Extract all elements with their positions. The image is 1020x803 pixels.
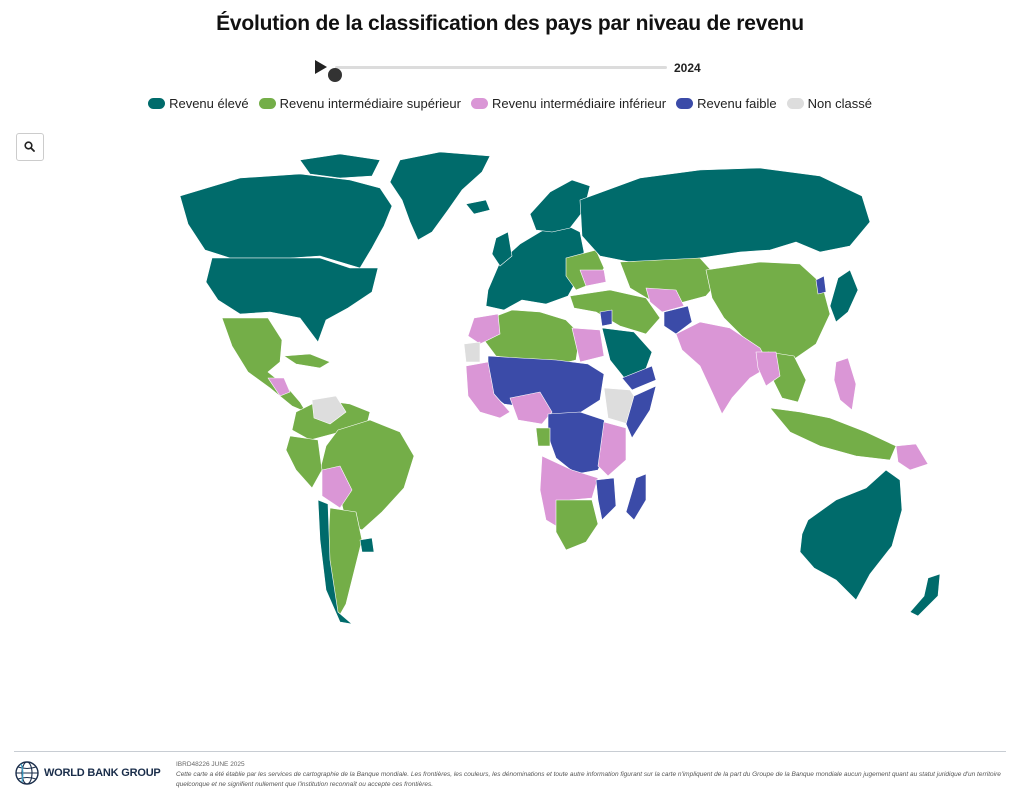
map-region-north-africa[interactable] [483,309,581,367]
map-region-philippines[interactable] [833,357,857,411]
map-region-usa[interactable] [205,257,379,343]
legend-item-high[interactable]: Revenu élevé [148,96,249,111]
map-region-peru[interactable] [285,435,323,489]
map-region-turkey-iran[interactable] [569,289,661,335]
map-region-mexico-central-america[interactable] [221,317,307,413]
footer-divider [14,751,1006,752]
legend-swatch [470,98,488,109]
map-region-caribbean[interactable] [283,353,331,369]
map-region-myanmar-laos[interactable] [755,351,781,387]
map-region-south-asia[interactable] [675,321,771,415]
globe-icon [15,761,39,785]
map-region-venezuela[interactable] [311,395,347,425]
map-region-new-zealand[interactable] [909,573,941,617]
legend: Revenu élevé Revenu intermédiaire supéri… [0,96,1020,111]
map-region-afghanistan[interactable] [663,305,693,335]
map-region-russia[interactable] [579,167,871,263]
legend-item-lower-middle[interactable]: Revenu intermédiaire inférieur [470,96,667,111]
map-region-arctic-islands[interactable] [299,153,381,179]
map-region-greenland[interactable] [389,151,491,241]
search-icon [24,141,35,152]
map-region-western-sahara[interactable] [463,341,481,363]
map-region-uk-ireland[interactable] [491,231,513,267]
map-region-iceland[interactable] [465,199,491,215]
legend-swatch [258,98,276,109]
map-region-central-asia[interactable] [619,257,721,305]
legend-item-unclassified[interactable]: Non classé [786,96,872,111]
logo-text: WORLD BANK GROUP [44,767,161,779]
play-icon[interactable] [315,60,327,74]
map-region-gabon[interactable] [535,427,551,447]
map-region-uruguay[interactable] [359,537,375,553]
map-region-north-korea[interactable] [815,275,827,295]
legend-swatch [786,98,804,109]
legend-label: Revenu élevé [169,96,249,111]
map-region-west-africa[interactable] [465,361,511,419]
legend-label: Revenu faible [697,96,777,111]
legend-swatch [676,98,694,109]
map-region-east-africa[interactable] [597,421,627,477]
timeline-slider-handle[interactable] [328,68,342,82]
world-map[interactable] [0,140,1020,640]
map-region-yemen[interactable] [621,365,657,391]
map-code: IBRD48226 JUNE 2025 [176,761,245,768]
map-region-japan[interactable] [829,269,859,323]
search-button[interactable] [16,133,44,161]
map-region-canada[interactable] [179,173,393,269]
map-region-uzbekistan[interactable] [645,287,685,313]
legend-label: Revenu intermédiaire supérieur [279,96,461,111]
map-region-china[interactable] [705,261,831,363]
map-region-australia[interactable] [799,469,903,601]
legend-item-low[interactable]: Revenu faible [676,96,777,111]
map-region-mozambique[interactable] [595,477,617,521]
legend-label: Revenu intermédiaire inférieur [491,96,667,111]
map-region-central-america-lower[interactable] [267,377,291,397]
world-bank-logo: WORLD BANK GROUP [14,760,161,786]
disclaimer: Cette carte a été établie par les servic… [176,771,1001,788]
timeline-slider[interactable] [328,66,667,82]
map-region-nigeria[interactable] [509,391,553,425]
map-region-madagascar[interactable] [625,473,647,521]
map-region-somalia[interactable] [625,385,657,439]
map-region-egypt[interactable] [571,327,605,363]
legend-item-upper-middle[interactable]: Revenu intermédiaire supérieur [258,96,461,111]
map-region-southern-africa[interactable] [555,499,599,551]
map-region-papua-new-guinea[interactable] [895,443,929,471]
legend-swatch [148,98,166,109]
legend-label: Non classé [807,96,872,111]
map-region-syria[interactable] [599,309,613,327]
year-label: 2024 [674,61,701,75]
page-title: Évolution de la classification des pays … [216,12,804,35]
map-region-ukraine[interactable] [579,269,607,287]
map-region-bolivia[interactable] [321,465,353,509]
map-region-central-africa[interactable] [547,411,611,475]
timeline-player: 2024 [315,58,715,82]
map-region-chile[interactable] [317,499,353,625]
map-region-morocco[interactable] [467,313,501,345]
map-region-indonesia[interactable] [769,407,897,461]
